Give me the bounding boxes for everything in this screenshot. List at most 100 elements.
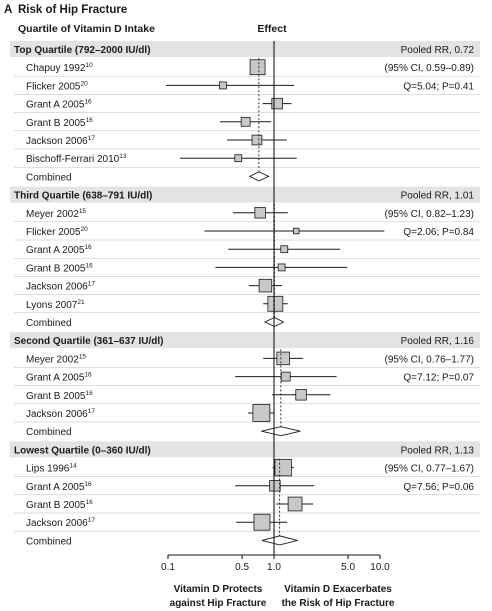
study-label: Jackson 200617 — [26, 281, 95, 293]
group-header-band — [10, 186, 480, 203]
study-reference: 15 — [79, 353, 87, 360]
study-label: Bischoff-Ferrari 201013 — [26, 153, 127, 165]
study-reference: 16 — [85, 499, 93, 506]
pooled-diamond — [248, 171, 270, 182]
pooled-statistic: Q=5.04; P=0.41 — [403, 81, 474, 92]
study-estimate-box — [254, 207, 266, 219]
study-estimate-box — [274, 458, 292, 477]
study-label: Grant A 200516 — [26, 372, 92, 384]
study-reference: 21 — [77, 299, 85, 306]
study-reference: 16 — [84, 372, 92, 379]
x-tick-label: 5.0 — [341, 562, 355, 573]
study-reference: 16 — [85, 117, 93, 124]
x-tick-label: 1.0 — [267, 562, 281, 573]
study-reference: 16 — [84, 99, 92, 106]
study-reference: 16 — [85, 262, 93, 269]
study-reference: 13 — [119, 153, 127, 160]
study-estimate-box — [240, 116, 251, 127]
study-estimate-box — [253, 513, 271, 531]
combined-label: Combined — [26, 318, 72, 329]
forest-rows: Top Quartile (792–2000 IU/dl) Pooled RR, … — [10, 41, 480, 555]
study-estimate-box — [280, 245, 289, 254]
pooled-rr-label: Pooled RR, 1.13 — [401, 445, 475, 456]
study-estimate-box — [280, 371, 291, 382]
study-estimate-box — [219, 81, 227, 90]
study-estimate-box — [234, 154, 243, 163]
study-estimate-box — [277, 263, 286, 272]
combined-label: Combined — [26, 536, 72, 547]
study-estimate-box — [249, 59, 266, 76]
pooled-diamond — [261, 535, 298, 546]
study-reference: 15 — [79, 208, 87, 215]
pooled-diamond — [261, 426, 301, 437]
pooled-statistic: Q=7.56; P=0.06 — [403, 482, 474, 493]
study-reference: 10 — [86, 62, 94, 69]
study-reference: 17 — [88, 517, 96, 524]
study-label: Jackson 200617 — [26, 408, 95, 420]
pooled-rr-label: Pooled RR, 0.72 — [401, 45, 475, 56]
study-reference: 16 — [85, 390, 93, 397]
study-reference: 17 — [88, 281, 96, 288]
study-estimate-box — [276, 351, 290, 366]
study-estimate-box — [252, 404, 271, 422]
study-label: Grant A 200516 — [26, 99, 92, 111]
study-label: Jackson 200617 — [26, 135, 95, 147]
study-label: Lyons 200721 — [26, 299, 85, 311]
study-reference: 16 — [84, 244, 92, 251]
study-label: Grant B 200516 — [26, 499, 93, 511]
pooled-statistic: (95% CI, 0.59–0.89) — [385, 63, 475, 74]
combined-label: Combined — [26, 172, 72, 183]
study-label: Jackson 200617 — [26, 517, 95, 529]
study-label: Grant A 200516 — [26, 481, 92, 493]
study-estimate-box — [251, 134, 263, 146]
pooled-statistic: Q=7.12; P=0.07 — [403, 373, 474, 384]
x-label-exacerbates: Vitamin D Exacerbates — [284, 584, 392, 595]
study-estimate-box — [287, 496, 303, 512]
study-label: Chapuy 199210 — [26, 62, 93, 74]
x-label-protects: Vitamin D Protects — [174, 584, 263, 595]
group-name: Top Quartile (792–2000 IU/dl) — [14, 45, 151, 56]
study-reference: 17 — [88, 135, 96, 142]
study-label: Grant B 200516 — [26, 262, 93, 274]
study-label: Grant A 200516 — [26, 244, 92, 256]
group-name: Third Quartile (638–791 IU/dl) — [14, 191, 152, 202]
study-reference: 14 — [69, 463, 77, 470]
study-label: Flicker 200520 — [26, 226, 88, 238]
study-reference: 20 — [80, 80, 88, 87]
x-label-exacerbates: the Risk of Hip Fracture — [282, 598, 395, 609]
study-estimate-box — [258, 278, 273, 293]
pooled-statistic: (95% CI, 0.76–1.77) — [385, 354, 475, 365]
group-header-band — [10, 441, 480, 458]
study-estimate-box — [271, 97, 283, 110]
study-estimate-box — [295, 389, 307, 401]
study-estimate-box — [267, 295, 284, 312]
group-name: Second Quartile (361–637 IU/dl) — [14, 336, 164, 347]
x-axis: 0.1 0.5 1.0 5.0 10.0 Vitamin D Protects agains… — [161, 554, 395, 609]
panel-letter: A — [4, 4, 12, 16]
study-label: Grant B 200516 — [26, 117, 93, 129]
pooled-statistic: (95% CI, 0.82–1.23) — [385, 209, 475, 220]
column-header-quartile: Quartile of Vitamin D Intake — [18, 23, 155, 35]
study-label: Flicker 200520 — [26, 80, 88, 92]
pooled-statistic: (95% CI, 0.77–1.67) — [385, 464, 475, 475]
study-estimate-box — [269, 480, 281, 492]
study-reference: 16 — [84, 481, 92, 488]
study-reference: 20 — [80, 226, 88, 233]
study-reference: 17 — [88, 408, 96, 415]
pooled-rr-label: Pooled RR, 1.01 — [401, 191, 475, 202]
group-name: Lowest Quartile (0–360 IU/dl) — [14, 445, 151, 456]
group-header-band — [10, 332, 480, 349]
pooled-rr-label: Pooled RR, 1.16 — [401, 336, 475, 347]
panel-title: Risk of Hip Fracture — [18, 4, 127, 16]
pooled-statistic: Q=2.06; P=0.84 — [403, 227, 474, 238]
x-tick-label: 10.0 — [370, 562, 390, 573]
x-tick-label: 0.5 — [235, 562, 249, 573]
study-label: Grant B 200516 — [26, 390, 93, 402]
x-tick-label: 0.1 — [161, 562, 175, 573]
combined-label: Combined — [26, 427, 72, 438]
study-label: Meyer 200215 — [26, 353, 86, 365]
study-label: Lips 199614 — [26, 463, 77, 475]
column-header-effect: Effect — [257, 23, 287, 35]
study-estimate-box — [292, 227, 300, 235]
